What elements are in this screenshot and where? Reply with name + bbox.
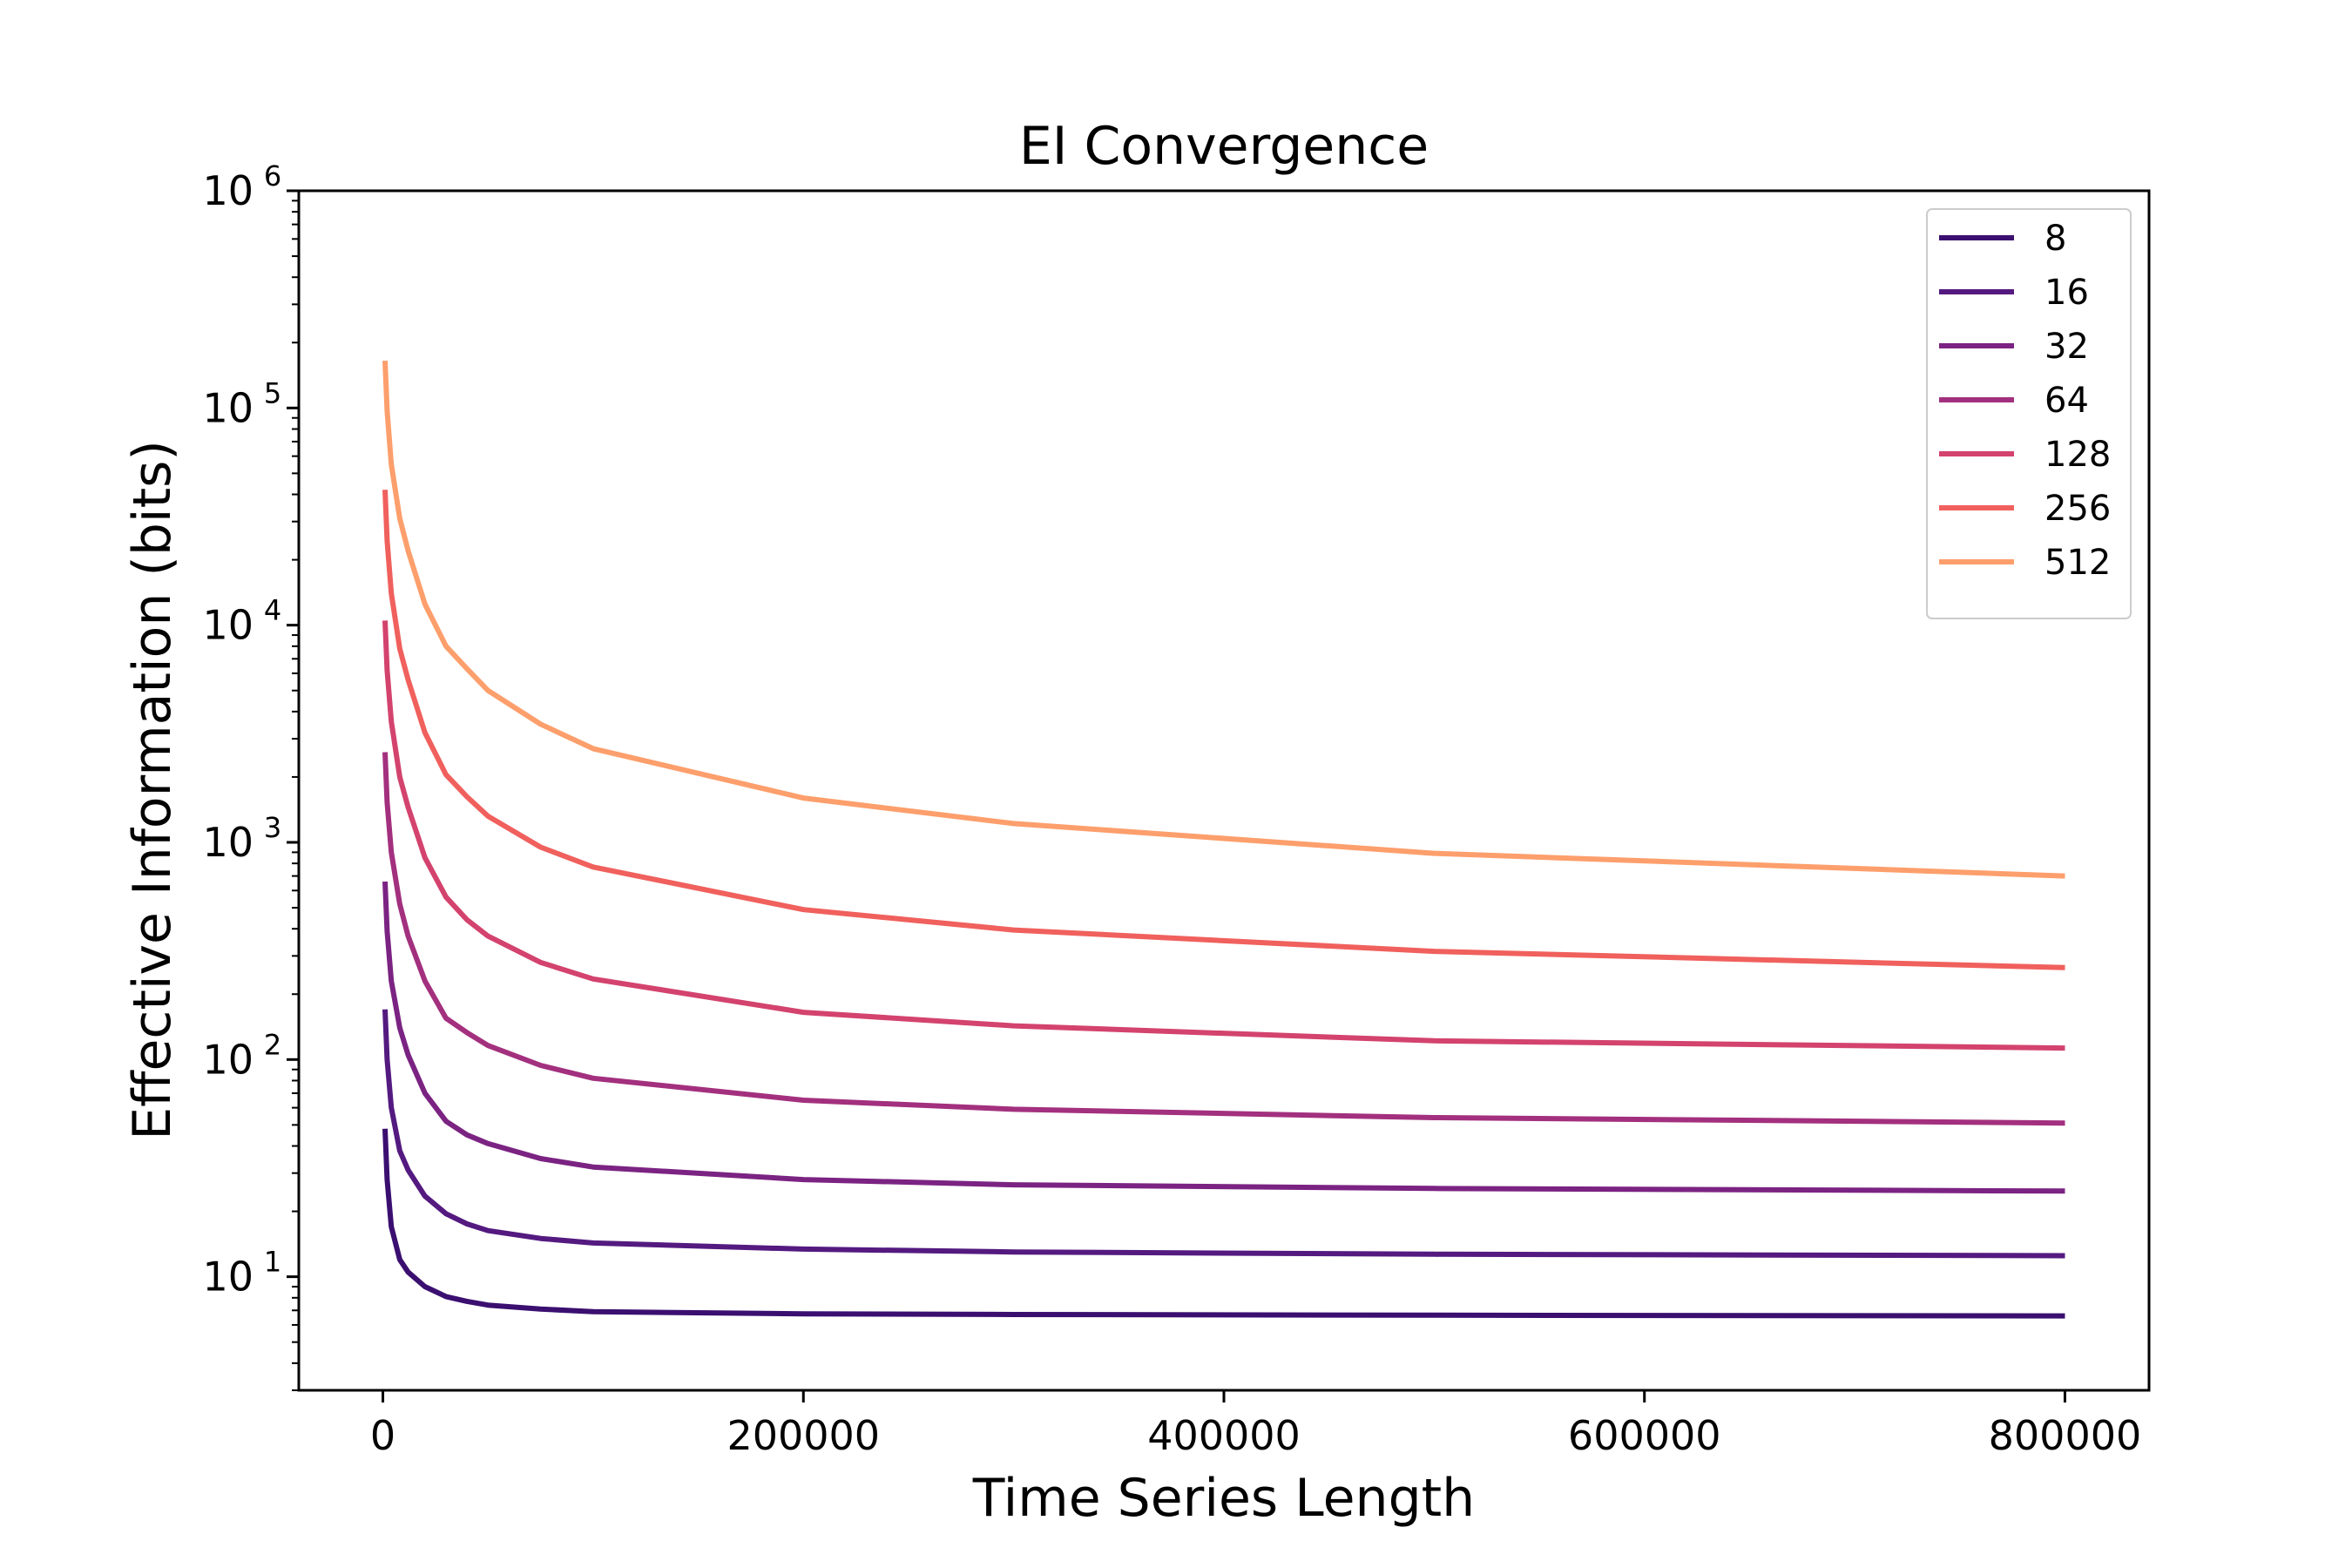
legend-label: 64 (2044, 381, 2089, 421)
chart-title: EI Convergence (1019, 116, 1429, 177)
legend-box (1926, 208, 2132, 619)
legend-label: 512 (2044, 543, 2111, 583)
y-axis: 10 1 10 2 10 3 10 4 10 5 10 6 (202, 159, 299, 1391)
y-tick-exponent: 2 (264, 1028, 281, 1061)
legend-label: 32 (2044, 327, 2089, 367)
series-line-32 (382, 881, 2065, 1194)
y-tick-label: 10 (202, 602, 253, 649)
y-tick-exponent: 5 (264, 376, 281, 409)
legend-label: 16 (2044, 273, 2089, 313)
legend-label: 256 (2044, 489, 2111, 529)
series-layer (382, 360, 2065, 1319)
y-tick-exponent: 6 (264, 159, 281, 193)
x-axis-label: Time Series Length (972, 1468, 1475, 1529)
y-tick-label: 10 (202, 167, 253, 214)
x-tick-label: 600000 (1568, 1412, 1721, 1459)
series-line-64 (382, 752, 2065, 1126)
x-axis: 0 200000 400000 600000 800000 (370, 1390, 2141, 1459)
y-tick-exponent: 4 (264, 594, 281, 627)
y-tick-label: 10 (202, 384, 253, 431)
y-tick-exponent: 1 (264, 1246, 281, 1279)
x-tick-label: 0 (370, 1412, 395, 1459)
series-line-16 (382, 1009, 2065, 1259)
x-tick-label: 200000 (727, 1412, 880, 1459)
y-tick-label: 10 (202, 1254, 253, 1301)
y-tick-label: 10 (202, 819, 253, 866)
series-line-128 (382, 620, 2065, 1051)
series-line-512 (382, 360, 2065, 879)
legend-label: 128 (2044, 435, 2111, 475)
legend-label: 8 (2044, 219, 2066, 259)
x-tick-label: 800000 (1989, 1412, 2142, 1459)
x-tick-label: 400000 (1147, 1412, 1301, 1459)
y-axis-label: Effective Information (bits) (122, 440, 183, 1140)
legend: 8 16 32 64 128 256 512 (1926, 208, 2132, 619)
series-line-256 (382, 490, 2065, 970)
y-tick-label: 10 (202, 1036, 253, 1083)
series-line-8 (382, 1128, 2065, 1319)
y-tick-exponent: 3 (264, 811, 281, 844)
